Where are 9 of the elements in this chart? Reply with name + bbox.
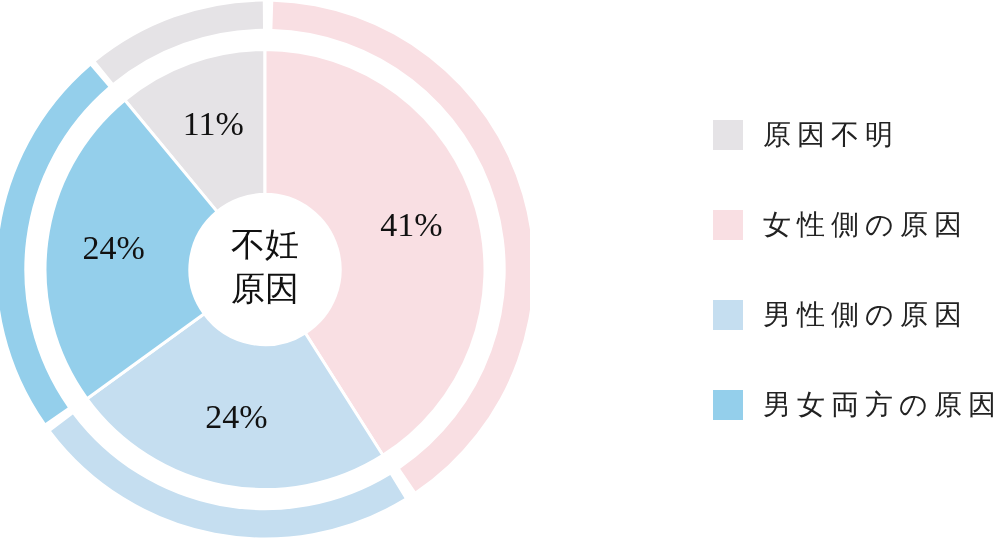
- data-label: 11%: [182, 104, 244, 142]
- legend-label: 男性側の原因: [763, 297, 968, 332]
- data-label: 41%: [380, 205, 443, 243]
- legend-label: 女性側の原因: [763, 207, 968, 242]
- text: 不妊原因: [231, 226, 299, 308]
- legend-label: 原因不明: [763, 117, 899, 152]
- legend-label: 男女両方の原因: [763, 387, 1002, 422]
- data-label: 24%: [205, 398, 268, 436]
- data-label: 24%: [82, 229, 145, 267]
